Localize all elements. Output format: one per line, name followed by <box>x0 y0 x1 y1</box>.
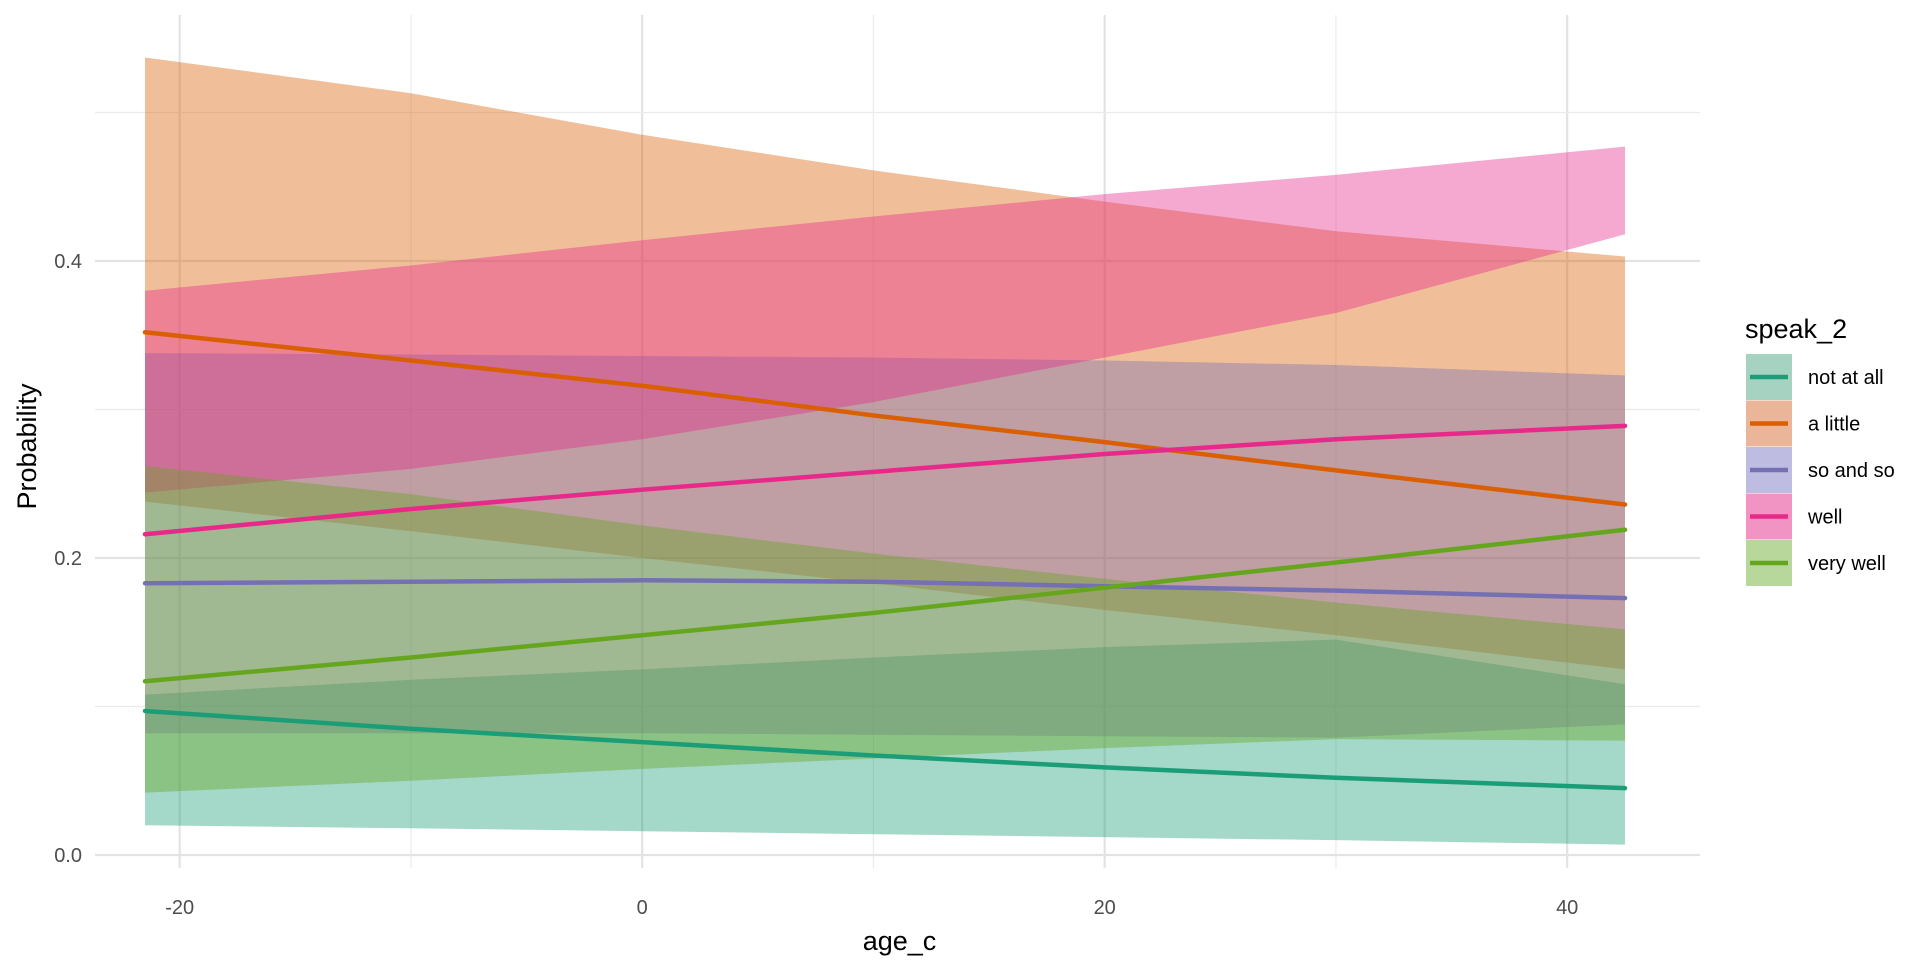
line-a-little <box>142 330 1628 507</box>
legend-label-not-at-all: not at all <box>1808 367 1884 389</box>
y-tick-label: 0.2 <box>54 548 82 570</box>
legend-title: speak_2 <box>1745 314 1847 344</box>
y-axis-title: Probability <box>12 383 42 510</box>
series-lines <box>142 330 1628 791</box>
line-well <box>142 423 1628 537</box>
ribbon-a-little <box>145 57 1625 670</box>
y-tick-label: 0.0 <box>54 845 82 867</box>
legend-label-very-well: very well <box>1808 553 1886 575</box>
axis-ticks: -20 0 20 40 0.0 0.2 0.4 <box>54 251 1578 919</box>
legend-label-so-and-so: so and so <box>1808 460 1895 482</box>
ribbon-well <box>145 146 1625 493</box>
x-tick-label: 40 <box>1556 897 1578 919</box>
y-tick-label: 0.4 <box>54 251 82 273</box>
line-very-well <box>142 527 1628 684</box>
x-axis-title: age_c <box>863 926 937 956</box>
confidence-ribbons <box>145 57 1625 845</box>
line-not-at-all <box>142 708 1628 791</box>
x-tick-label: 0 <box>637 897 648 919</box>
ribbon-so-and-so <box>145 353 1625 738</box>
x-tick-label: 20 <box>1094 897 1116 919</box>
ribbon-not-at-all <box>145 639 1625 845</box>
legend-label-a-little: a little <box>1808 414 1860 436</box>
ribbon-very-well <box>145 465 1625 793</box>
legend-label-well: well <box>1807 507 1842 529</box>
line-so-and-so <box>142 578 1628 601</box>
legend: speak_2 not at all a little so and so well v… <box>1745 314 1895 586</box>
x-tick-label: -20 <box>165 897 194 919</box>
